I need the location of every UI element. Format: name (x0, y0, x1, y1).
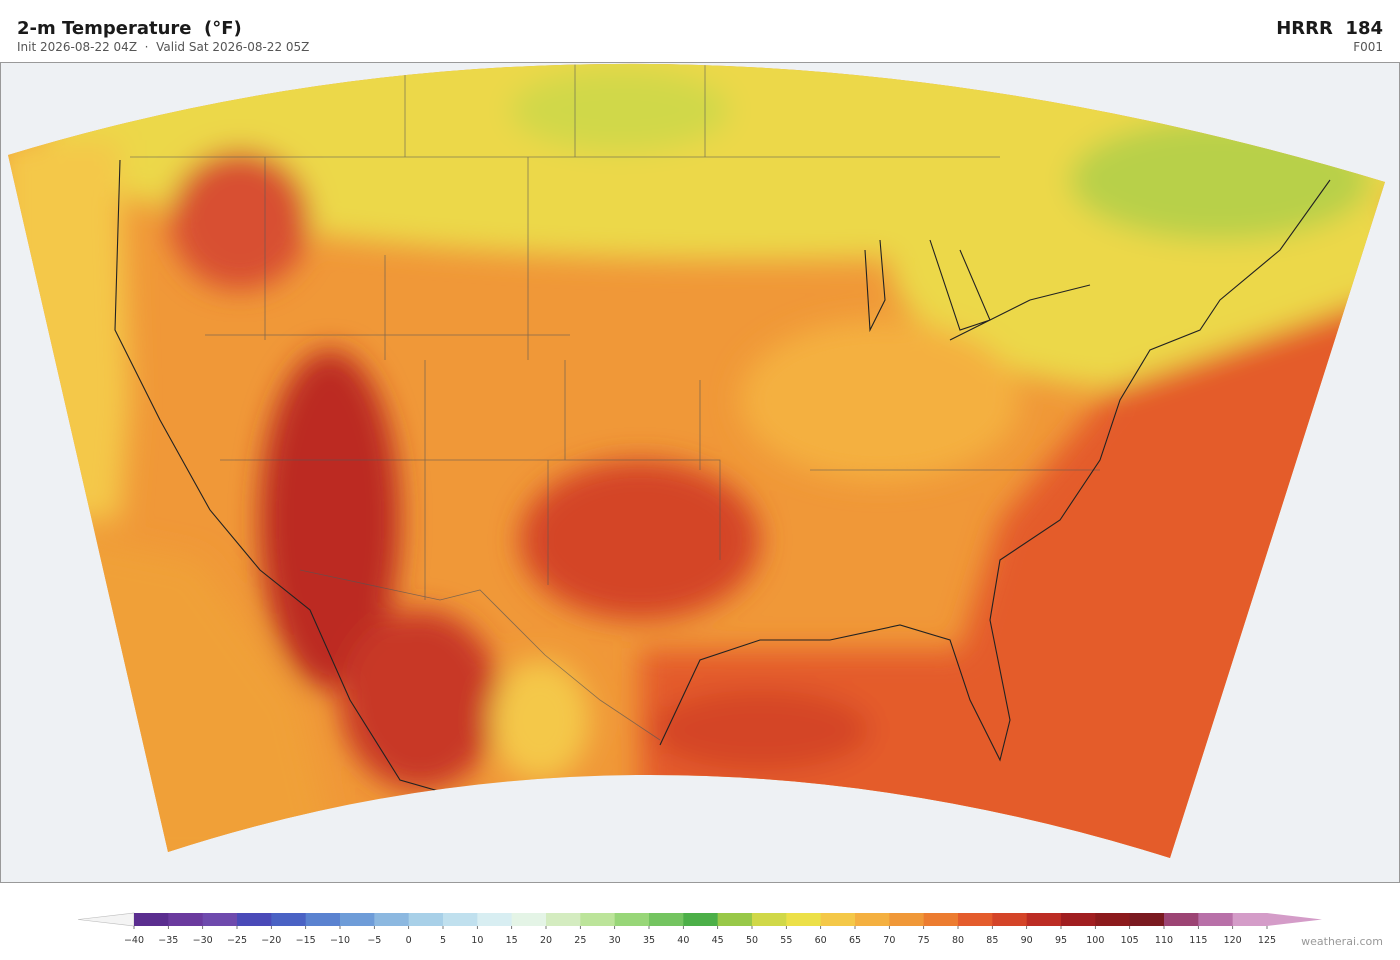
colorbar-segment (889, 913, 925, 926)
watermark: weatherai.com (1301, 935, 1383, 948)
map (0, 62, 1400, 883)
colorbar-segment (649, 913, 684, 926)
field-green2 (510, 70, 730, 150)
title: 2-m Temperature (°F) (17, 18, 242, 39)
coastline (659, 179, 1331, 762)
colorbar-segment (374, 913, 410, 926)
colorbar-segment (408, 913, 444, 926)
colorbar-tick-label: 60 (815, 935, 827, 946)
colorbar-segment (237, 913, 272, 926)
field-gulf (650, 690, 870, 770)
coastline (114, 159, 471, 801)
colorbar-segment (202, 913, 238, 926)
colorbar-tick-label: 5 (440, 935, 446, 946)
temperature-field (8, 63, 1385, 859)
colorbar-tick-label: −35 (158, 935, 178, 946)
borders (130, 63, 1100, 741)
lakes (864, 239, 1091, 341)
colorbar-segment (923, 913, 959, 926)
field-rockies (170, 150, 310, 290)
colorbar-tick-label: 125 (1258, 935, 1276, 946)
border-line (299, 569, 661, 741)
colorbar-tick-label: −5 (367, 935, 381, 946)
colorbar-tick-label: 70 (883, 935, 895, 946)
field-desert (260, 350, 400, 690)
subtitle: Init 2026-08-22 04Z · Valid Sat 2026-08-… (17, 40, 309, 54)
colorbar-tick-label: 25 (574, 935, 586, 946)
colorbar-extend-low (77, 912, 135, 927)
colorbar-tick-label: 75 (918, 935, 930, 946)
colorbar-segment (820, 913, 856, 926)
colorbar-segment (1129, 913, 1165, 926)
colorbar-tick-label: 115 (1189, 935, 1207, 946)
colorbar-tick-label: 90 (1021, 935, 1033, 946)
colorbar-segment (477, 913, 513, 926)
colorbar-tick-label: 65 (849, 935, 861, 946)
colorbar-segment (168, 913, 204, 926)
colorbar-segment (134, 913, 169, 926)
colorbar-tick-label: 30 (609, 935, 621, 946)
colorbar-segment (271, 913, 307, 926)
field-plains (520, 460, 760, 620)
colorbar-tick-label: 80 (952, 935, 964, 946)
colorbar-tick-label: 95 (1055, 935, 1067, 946)
colorbar-segment (1198, 913, 1234, 926)
model-label: HRRR 184 (1276, 18, 1383, 39)
colorbar-segment (1061, 913, 1096, 926)
border-line (404, 63, 706, 157)
colorbar-segment (340, 913, 375, 926)
colorbar-tick-label: −40 (124, 935, 144, 946)
colorbar-tick-label: 10 (471, 935, 483, 946)
colorbar-segment (511, 913, 547, 926)
colorbar-tick-label: 0 (406, 935, 412, 946)
colorbar-tick-label: −15 (296, 935, 316, 946)
colorbar-tick-label: 20 (540, 935, 552, 946)
colorbar-segment (1164, 913, 1199, 926)
colorbar-tick-label: 55 (780, 935, 792, 946)
colorbar-tick-label: −25 (227, 935, 247, 946)
colorbar-segment (786, 913, 822, 926)
colorbar-segment (1095, 913, 1131, 926)
field-mexico (340, 610, 500, 790)
colorbar-tick-label: 15 (506, 935, 518, 946)
border-line (220, 380, 1100, 560)
colorbar-segment (1026, 913, 1062, 926)
colorbar-segment (546, 913, 581, 926)
colorbar-segment (1232, 913, 1268, 926)
colorbar-tick-label: 35 (643, 935, 655, 946)
colorbar-tick-label: 120 (1224, 935, 1242, 946)
colorbar-tick-label: 110 (1155, 935, 1173, 946)
field-sierra (490, 660, 590, 780)
colorbar-segment (683, 913, 719, 926)
colorbar-segment (443, 913, 478, 926)
colorbar-segment (717, 913, 753, 926)
colorbar-tick-label: 85 (986, 935, 998, 946)
forecast-hour: F001 (1353, 40, 1383, 54)
colorbar-tick-label: 105 (1121, 935, 1139, 946)
colorbar-segment (992, 913, 1028, 926)
coastlines (114, 159, 1331, 801)
colorbar-tick-label: 100 (1086, 935, 1104, 946)
colorbar-tick-label: −30 (193, 935, 213, 946)
colorbar-tick-label: 40 (677, 935, 689, 946)
colorbar-tick-label: −20 (261, 935, 281, 946)
colorbar-tick-label: 50 (746, 935, 758, 946)
field-midwest (740, 320, 1020, 480)
colorbar-segment (580, 913, 616, 926)
colorbar-segment (855, 913, 890, 926)
colorbar: −40 −35 −30 −25 −20 −15 −10 −5 0 5 10 15 20 25 30 35 40 4… (77, 912, 1322, 946)
colorbar-segment (614, 913, 650, 926)
colorbar-segment (958, 913, 993, 926)
colorbar-tick-label: −10 (330, 935, 350, 946)
colorbar-segment (305, 913, 341, 926)
colorbar-segment (752, 913, 787, 926)
border-line (205, 157, 570, 600)
colorbar-tick-label: 45 (712, 935, 724, 946)
colorbar-extend-high (1267, 913, 1322, 926)
